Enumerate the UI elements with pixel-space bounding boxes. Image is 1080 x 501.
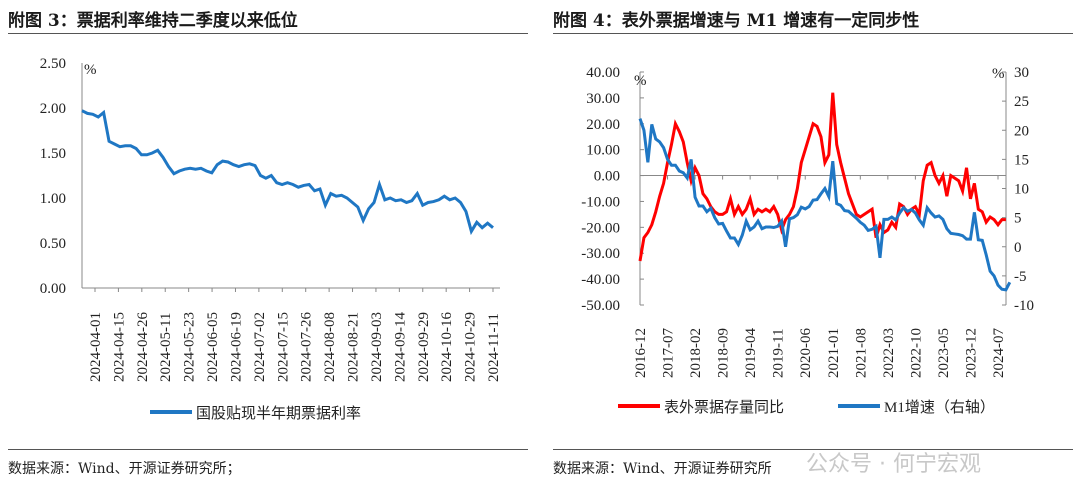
x-tick-label: 2024-04-26 <box>135 312 151 382</box>
x-tick-label: 2022-03 <box>881 328 897 378</box>
right-chart-title: 附图 4：表外票据增速与 M1 增速有一定同步性 <box>553 11 920 31</box>
x-tick-label: 2023-12 <box>963 328 979 378</box>
y-tick-label: 1.00 <box>40 191 66 207</box>
left-chart-title: 附图 3：票据利率维持二季度以来低位 <box>8 11 298 31</box>
y2-tick-label: 5 <box>1014 211 1022 227</box>
x-tick-label: 2021-08 <box>853 328 869 378</box>
x-tick-label: 2024-07-15 <box>275 312 291 382</box>
watermark: 公众号 · 何宁宏观 <box>806 452 981 477</box>
y-unit-label: % <box>634 73 647 89</box>
series-line-rate <box>81 109 494 236</box>
x-tick-label: 2024-07-26 <box>299 312 315 382</box>
legend-label: 国股贴现半年期票据利率 <box>196 405 361 422</box>
divider <box>8 449 528 450</box>
y2-tick-label: -5 <box>1014 269 1027 285</box>
y2-tick-label: 15 <box>1014 152 1029 168</box>
x-tick-label: 2018-09 <box>716 328 732 378</box>
left-source: 数据来源：Wind、开源证券研究所； <box>8 461 241 477</box>
right-source: 数据来源：Wind、开源证券研究所 <box>553 461 772 477</box>
x-tick-label: 2024-04-15 <box>111 312 127 382</box>
series-line-bills <box>638 92 1006 262</box>
x-tick-label: 2019-11 <box>771 329 787 378</box>
y-tick-label: 0.00 <box>594 169 620 185</box>
x-tick-label: 2024-11-11 <box>486 313 502 382</box>
x-tick-label: 2024-10-29 <box>463 312 479 382</box>
y-tick-label: 2.00 <box>40 101 66 117</box>
y2-tick-label: 25 <box>1014 94 1029 110</box>
y-tick-label: 10.00 <box>586 143 620 159</box>
x-tick-label: 2024-08-08 <box>322 312 338 382</box>
y-tick-label: 2.50 <box>40 56 66 72</box>
divider <box>553 449 1073 450</box>
x-tick-label: 2019-04 <box>743 328 759 378</box>
y2-unit-label: % <box>992 66 1005 82</box>
y-tick-label: -10.00 <box>581 194 620 210</box>
x-tick-label: 2024-08-21 <box>346 312 362 382</box>
x-tick-label: 2020-06 <box>798 328 814 378</box>
x-tick-label: 2017-07 <box>661 328 677 378</box>
y2-tick-label: 0 <box>1014 240 1022 256</box>
x-tick-label: 2024-10-16 <box>439 312 455 382</box>
x-tick-label: 2024-07 <box>991 328 1007 378</box>
x-tick-label: 2024-06-19 <box>228 312 244 382</box>
y-tick-label: 20.00 <box>586 117 620 133</box>
x-tick-label: 2018-02 <box>688 328 704 378</box>
x-tick-label: 2021-01 <box>826 328 842 378</box>
legend-label: M1增速（右轴） <box>884 399 995 416</box>
x-tick-label: 2024-09-14 <box>392 312 408 382</box>
y2-tick-label: 10 <box>1014 182 1029 198</box>
y-tick-label: -50.00 <box>581 298 620 314</box>
y-tick-label: 0.00 <box>40 281 66 297</box>
y-tick-label: -30.00 <box>581 246 620 262</box>
y2-tick-label: 30 <box>1014 65 1029 81</box>
y2-tick-label: 20 <box>1014 123 1029 139</box>
x-tick-label: 2024-07-02 <box>252 312 268 382</box>
x-tick-label: 2024-05-11 <box>158 313 174 382</box>
x-tick-label: 2016-12 <box>633 328 649 378</box>
divider <box>553 33 1073 34</box>
x-tick-label: 2024-09-29 <box>416 312 432 382</box>
x-tick-label: 2022-10 <box>908 328 924 378</box>
x-tick-label: 2024-09-03 <box>369 312 385 382</box>
x-tick-label: 2024-05-23 <box>182 312 198 382</box>
x-tick-label: 2023-05 <box>936 328 952 378</box>
y-tick-label: -20.00 <box>581 220 620 236</box>
y-tick-label: -40.00 <box>581 272 620 288</box>
x-tick-label: 2024-04-01 <box>88 312 104 382</box>
y-tick-label: 40.00 <box>586 65 620 81</box>
y-tick-label: 1.50 <box>40 146 66 162</box>
y-unit-label: % <box>84 62 97 78</box>
legend-label: 表外票据存量同比 <box>664 399 784 416</box>
series-line-m1 <box>638 118 1012 292</box>
y-tick-label: 30.00 <box>586 91 620 107</box>
y-tick-label: 0.50 <box>40 236 66 252</box>
y2-tick-label: -10 <box>1014 298 1034 314</box>
divider <box>8 33 528 34</box>
x-tick-label: 2024-06-05 <box>205 312 221 382</box>
